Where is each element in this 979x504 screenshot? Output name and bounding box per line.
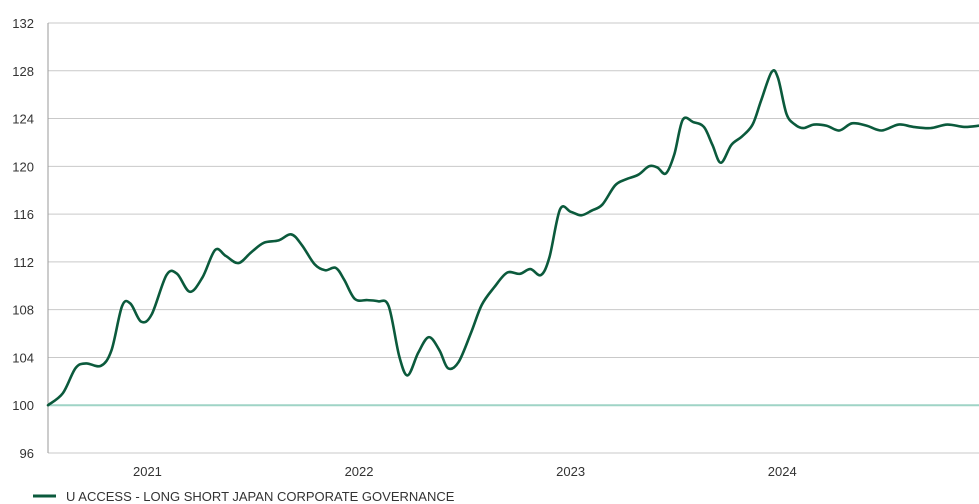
y-tick-label: 120 <box>12 159 34 174</box>
x-tick-label: 2023 <box>556 464 585 479</box>
axes: 96 100 104 108 112 116 120 124 128 132 2021 2022 202… <box>12 16 796 479</box>
series-line <box>46 69 979 407</box>
x-tick-label: 2022 <box>345 464 374 479</box>
y-tick-label: 112 <box>13 255 34 270</box>
y-tick-label: 124 <box>12 112 34 127</box>
x-tick-label: 2024 <box>768 464 797 479</box>
y-tick-label: 104 <box>12 350 34 365</box>
y-tick-label: 96 <box>20 446 34 461</box>
y-tick-label: 116 <box>13 207 34 222</box>
y-tick-label: 100 <box>12 398 34 413</box>
y-tick-label: 108 <box>12 303 34 318</box>
x-tick-label: 2021 <box>133 464 162 479</box>
y-tick-label: 132 <box>12 16 34 31</box>
legend: U ACCESS - LONG SHORT JAPAN CORPORATE GO… <box>33 489 455 504</box>
gridlines <box>48 22 979 454</box>
y-tick-label: 128 <box>12 64 34 79</box>
legend-label: U ACCESS - LONG SHORT JAPAN CORPORATE GO… <box>66 489 455 504</box>
series <box>46 69 979 407</box>
